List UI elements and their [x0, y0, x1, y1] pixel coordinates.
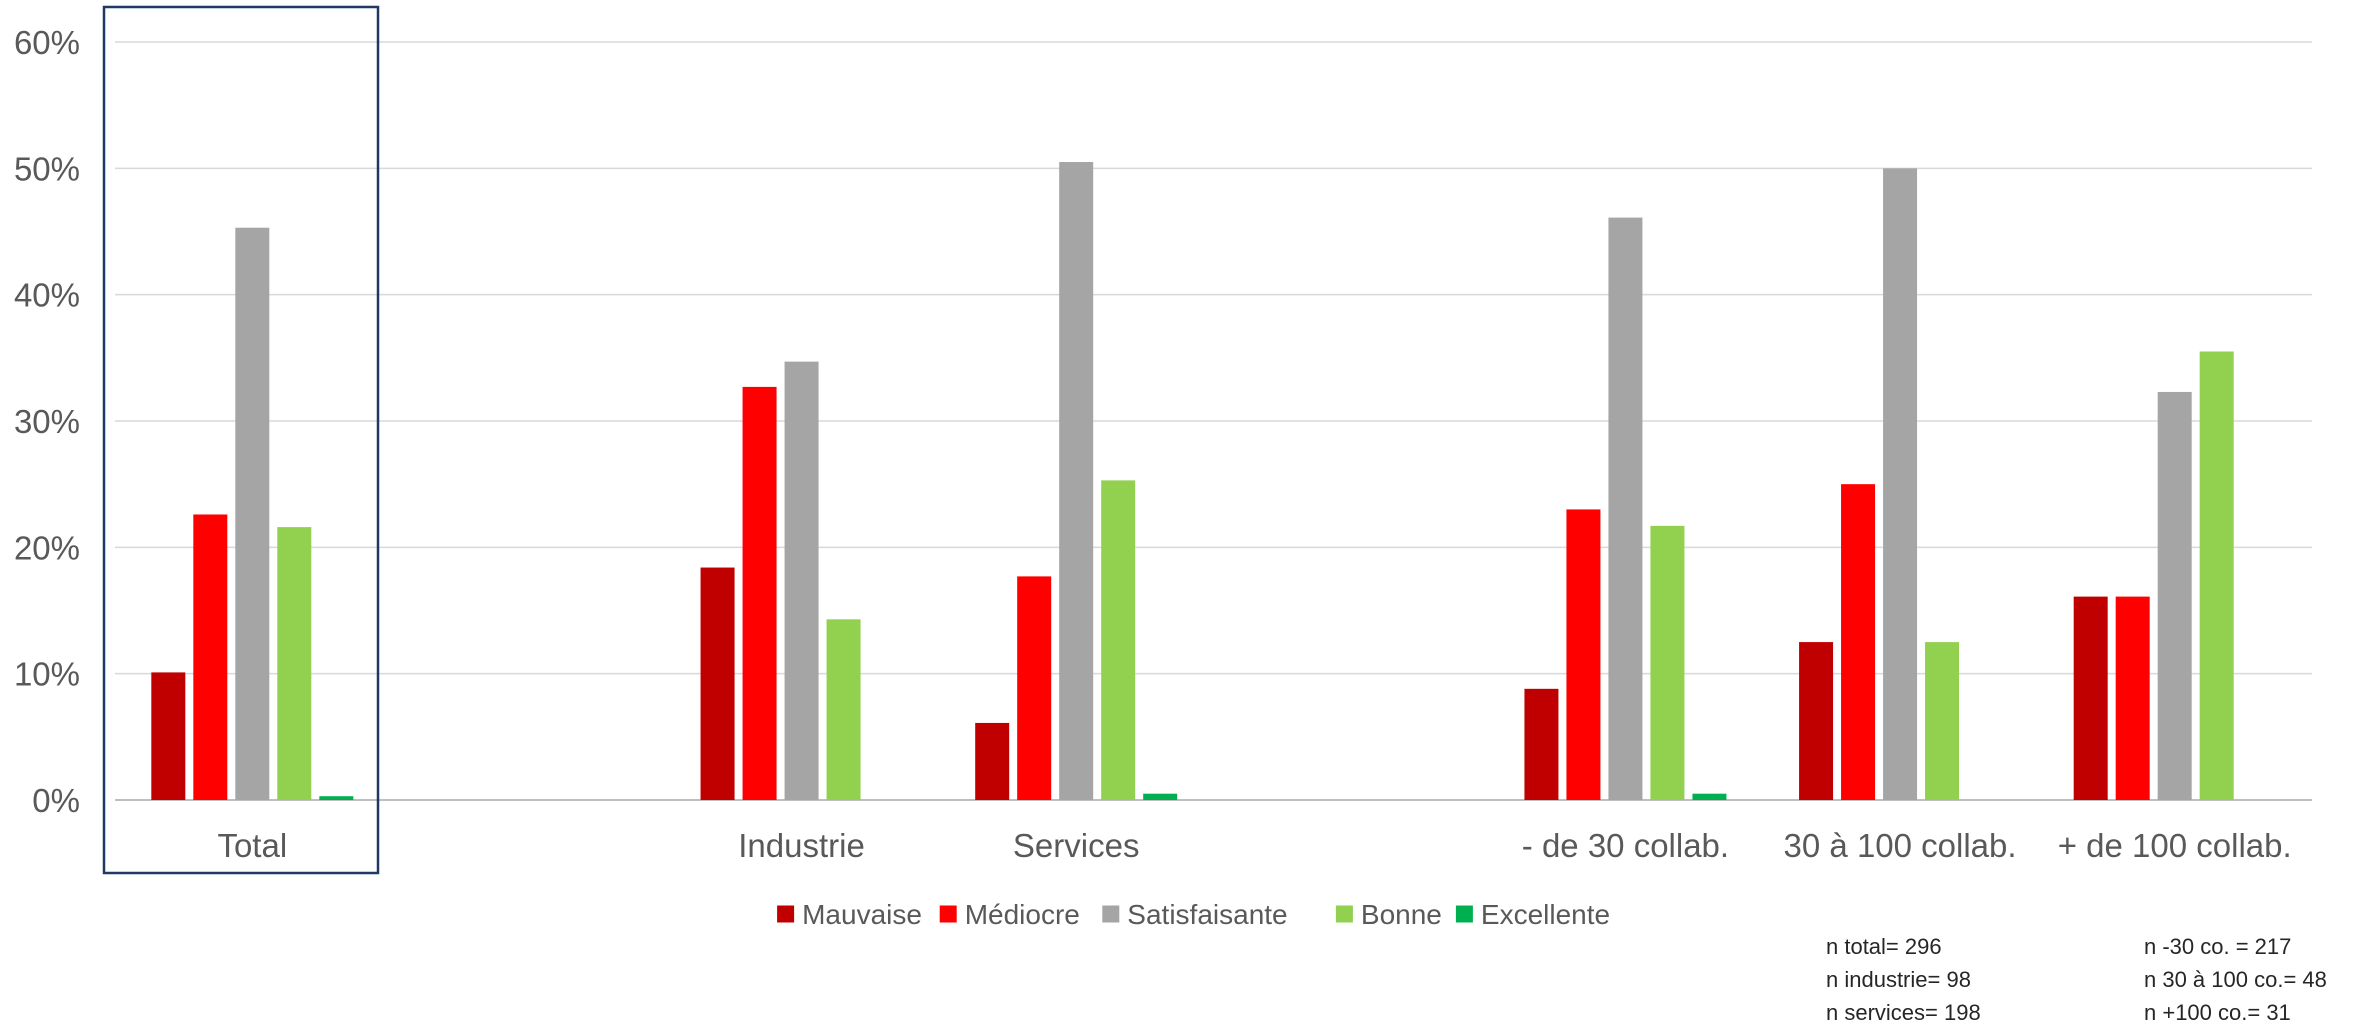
bar-mauvaise	[1524, 688, 1559, 800]
bar-excellente	[1143, 793, 1178, 800]
bar-satisfaisante	[1883, 168, 1918, 801]
legend-label: Mauvaise	[802, 899, 922, 930]
bar-bonne	[826, 619, 861, 800]
legend-swatch	[1335, 905, 1353, 923]
y-tick-label: 40%	[14, 277, 80, 314]
bar-satisfaisante	[1608, 217, 1643, 800]
bar-satisfaisante	[235, 227, 270, 800]
legend-label: Médiocre	[965, 899, 1080, 930]
y-tick-label: 50%	[14, 150, 80, 187]
sample-sizes-right: n -30 co. = 217 n 30 à 100 co.= 48 n +10…	[2144, 930, 2327, 1029]
legend-swatch	[1102, 905, 1120, 923]
y-tick-label: 20%	[14, 529, 80, 566]
bar-mauvaise	[151, 672, 186, 800]
bar-bonne	[1650, 525, 1685, 800]
bar-mauvaise	[2073, 596, 2108, 800]
legend-label: Bonne	[1361, 899, 1442, 930]
bar-médiocre	[193, 514, 228, 800]
note-line: n services= 198	[1826, 1000, 1981, 1025]
x-category-label: 30 à 100 collab.	[1784, 827, 2017, 864]
y-tick-label: 10%	[14, 656, 80, 693]
x-category-label: + de 100 collab.	[2058, 827, 2292, 864]
bar-bonne	[1925, 642, 1960, 800]
bar-mauvaise	[700, 567, 735, 800]
bar-bonne	[1101, 480, 1136, 800]
bar-mauvaise	[1799, 642, 1834, 800]
x-category-label: Industrie	[738, 827, 865, 864]
note-line: n 30 à 100 co.= 48	[2144, 967, 2327, 992]
x-category-label: - de 30 collab.	[1522, 827, 1729, 864]
note-line: n total= 296	[1826, 934, 1942, 959]
legend-label: Satisfaisante	[1127, 899, 1287, 930]
note-line: n +100 co.= 31	[2144, 1000, 2291, 1025]
note-line: n -30 co. = 217	[2144, 934, 2292, 959]
y-axis-tick-labels: 0% 10% 20% 30% 40% 50% 60%	[14, 24, 80, 819]
sample-sizes-left: n total= 296 n industrie= 98 n services=…	[1826, 930, 1981, 1029]
gridlines	[115, 41, 2312, 801]
bar-médiocre	[1841, 484, 1876, 800]
bar-bonne	[2199, 351, 2234, 800]
x-category-label: Total	[217, 827, 287, 864]
bar-excellente	[1692, 793, 1727, 800]
bar-satisfaisante	[784, 361, 819, 800]
bar-satisfaisante	[1059, 162, 1094, 800]
bars	[151, 162, 2234, 801]
bar-bonne	[277, 527, 312, 800]
legend-swatch	[939, 905, 957, 923]
legend-swatch	[777, 905, 795, 923]
x-category-label: Services	[1013, 827, 1140, 864]
note-line: n industrie= 98	[1826, 967, 1971, 992]
legend-label: Excellente	[1481, 899, 1610, 930]
total-highlight-box	[102, 5, 380, 875]
bar-excellente	[319, 796, 354, 800]
legend-swatch	[1455, 905, 1473, 923]
x-axis-category-labels: Total Industrie Services - de 30 collab. 30 …	[217, 827, 2291, 864]
y-tick-label: 30%	[14, 403, 80, 440]
bar-médiocre	[1566, 509, 1601, 800]
y-tick-label: 60%	[14, 24, 80, 61]
y-tick-label: 0%	[32, 782, 80, 819]
bar-mauvaise	[975, 722, 1010, 800]
bar-médiocre	[742, 386, 777, 800]
legend: Mauvaise Médiocre Satisfaisante Bonne Excell…	[777, 899, 1610, 930]
bar-satisfaisante	[2157, 391, 2192, 800]
bar-médiocre	[1017, 576, 1052, 800]
bar-médiocre	[2115, 596, 2150, 800]
